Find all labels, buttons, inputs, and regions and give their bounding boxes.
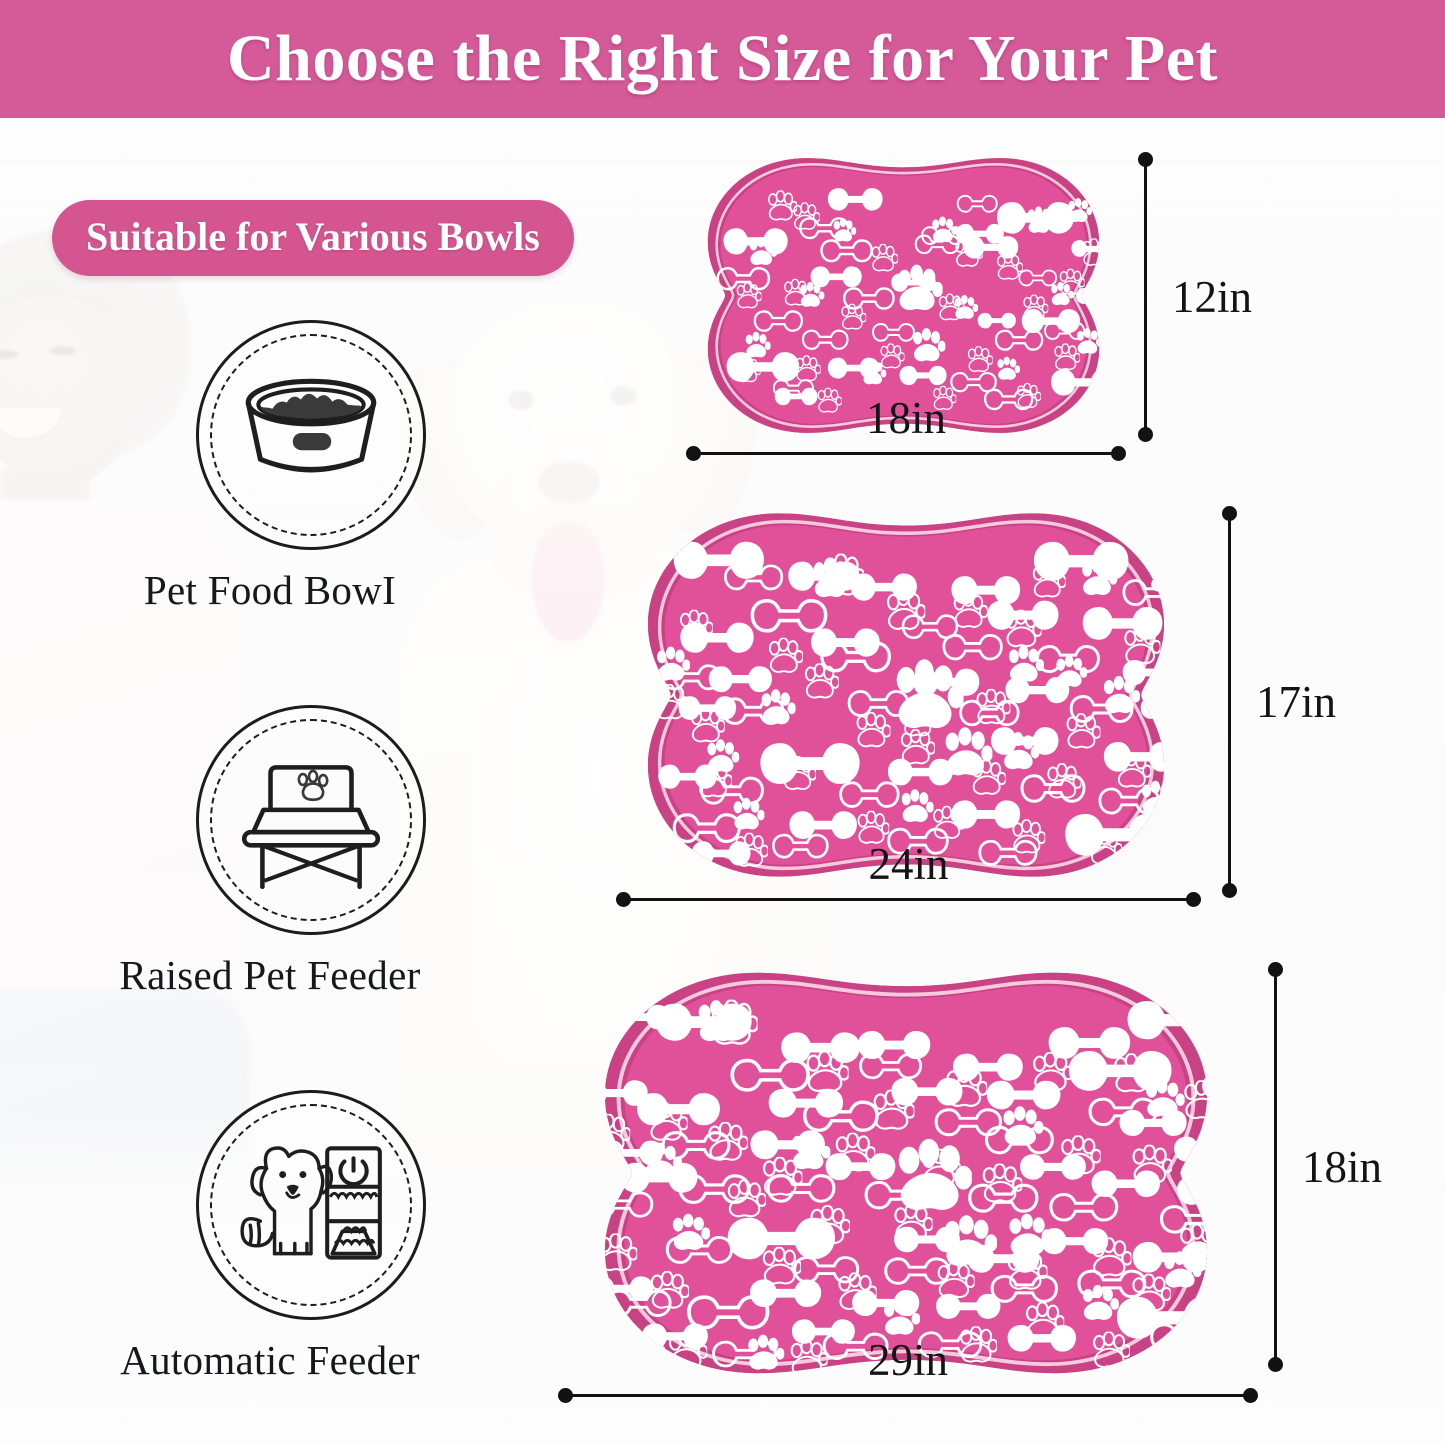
- automatic-feeder-icon-circle: [196, 1090, 426, 1320]
- dimension-dot-bottom: [1268, 1357, 1283, 1372]
- pet-food-bowl-icon-circle: [196, 320, 426, 550]
- feature-item-automatic-feeder: Automatic Feeder: [0, 1090, 540, 1445]
- feature-item-raised-pet-feeder: Raised Pet Feeder: [0, 705, 540, 1090]
- header-banner: Choose the Right Size for Your Pet: [0, 0, 1445, 118]
- dimension-label: 17in: [1256, 677, 1337, 727]
- raised-pet-feeder-icon: [241, 765, 381, 890]
- small-bone-mat: [676, 148, 1131, 443]
- dimension-line: [623, 898, 1194, 901]
- icon-ring-dashed: [210, 1104, 412, 1306]
- page-title: Choose the Right Size for Your Pet: [226, 22, 1218, 95]
- badge-label: Suitable for Various Bowls: [86, 214, 540, 259]
- dimension-label: 12in: [1172, 272, 1253, 322]
- pet-food-bowl-icon: [245, 378, 377, 473]
- feature-item-pet-food-bowl: Pet Food BowI: [0, 320, 540, 705]
- medium-mat-width-dimension: 24in: [616, 839, 1201, 908]
- medium-bone-mat: [606, 500, 1206, 890]
- feature-label: Automatic Feeder: [120, 1337, 420, 1383]
- dimension-dot-right: [1186, 892, 1201, 907]
- dimension-dot-bottom: [1222, 883, 1237, 898]
- dimension-label: 24in: [868, 839, 949, 889]
- dimension-line: [565, 1394, 1251, 1397]
- dimension-line: [1274, 969, 1277, 1365]
- raised-pet-feeder-icon-circle: [196, 705, 426, 935]
- dimension-line: [1144, 159, 1147, 435]
- automatic-feeder-icon: [240, 1146, 382, 1260]
- dimension-label: 18in: [1302, 1142, 1383, 1192]
- large-mat-width-dimension: 29in: [558, 1335, 1258, 1404]
- dimension-dot-bottom: [1138, 427, 1153, 442]
- feature-list: Pet Food BowI: [0, 320, 540, 1445]
- dimension-dot-right: [1243, 1388, 1258, 1403]
- feature-label: Raised Pet Feeder: [119, 952, 421, 998]
- small-mat-width-dimension: 18in: [686, 393, 1126, 462]
- dimension-dot-right: [1111, 446, 1126, 461]
- dimension-line: [1228, 513, 1231, 891]
- icon-ring-dashed: [210, 334, 412, 536]
- dimension-label: 29in: [867, 1335, 949, 1385]
- dimension-label: 18in: [865, 393, 947, 443]
- large-bone-mat: [556, 958, 1256, 1388]
- dimension-line: [693, 452, 1119, 455]
- feature-label: Pet Food BowI: [143, 567, 397, 613]
- icon-ring-dashed: [210, 719, 412, 921]
- suitable-bowls-badge: Suitable for Various Bowls: [52, 200, 574, 276]
